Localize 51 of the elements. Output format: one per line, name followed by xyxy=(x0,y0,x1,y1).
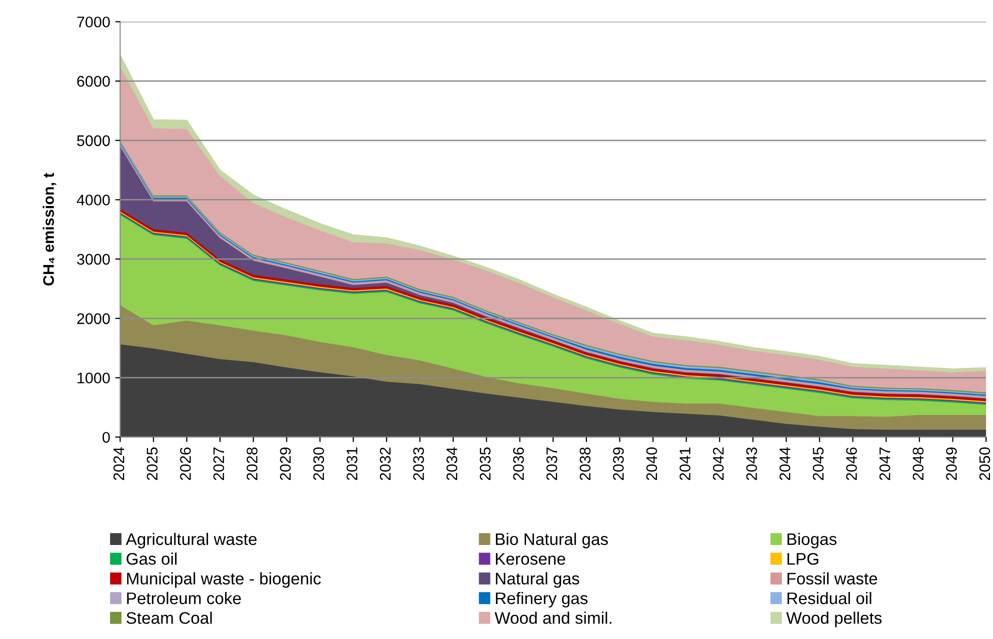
legend-label: Residual oil xyxy=(788,592,872,604)
legend-label: Biogas xyxy=(788,532,837,548)
x-tick-label: 2031 xyxy=(346,448,358,480)
y-axis-title: CH₄ emission, t xyxy=(42,172,56,286)
legend-label: LPG xyxy=(788,552,818,565)
legend-label: Wood pellets xyxy=(786,612,882,628)
y-tick-label: 2000 xyxy=(77,313,110,324)
x-tick-label: 2041 xyxy=(680,448,690,480)
legend-label: Kerosene xyxy=(496,553,566,565)
x-tick-label: 2040 xyxy=(646,447,658,480)
x-tick-label: 2036 xyxy=(513,447,524,480)
x-tick-label: 2039 xyxy=(612,448,624,480)
x-tick-label: 2026 xyxy=(180,447,191,480)
y-tick-label: 6000 xyxy=(77,76,110,87)
legend-label: Fossil waste xyxy=(788,572,878,584)
legend-label: Agricultural waste xyxy=(126,532,257,548)
x-tick-label: 2035 xyxy=(480,447,491,480)
legend-label: Bio Natural gas xyxy=(496,532,608,548)
x-tick-label: 2044 xyxy=(780,447,790,480)
y-tick-label: 1000 xyxy=(78,372,110,384)
x-tick-label: 2027 xyxy=(213,448,224,480)
x-tick-label: 2028 xyxy=(246,447,258,480)
x-tick-label: 2037 xyxy=(546,448,558,480)
x-tick-label: 2033 xyxy=(413,447,424,480)
legend-label: Petroleum coke xyxy=(127,592,241,604)
x-tick-label: 2029 xyxy=(280,448,291,480)
x-tick-label: 2048 xyxy=(912,447,924,480)
legend-label: Gas oil xyxy=(126,552,177,565)
y-tick-label: 7000 xyxy=(77,16,110,28)
legend-label: Refinery gas xyxy=(496,592,588,608)
x-tick-label: 2034 xyxy=(446,447,458,480)
x-tick-label: 2049 xyxy=(946,448,957,480)
legend-label: Steam Coal xyxy=(126,612,212,624)
x-tick-label: 2050 xyxy=(979,447,990,480)
x-tick-label: 2047 xyxy=(879,448,890,480)
x-tick-label: 2042 xyxy=(712,448,724,480)
legend-label: Wood and simil. xyxy=(494,612,612,624)
legend-label: Municipal waste - biogenic xyxy=(127,572,321,588)
y-tick-label: 3000 xyxy=(77,254,110,265)
y-tick-label: 4000 xyxy=(76,194,110,206)
x-tick-label: 2046 xyxy=(846,447,857,480)
x-tick-label: 2025 xyxy=(146,447,158,480)
x-tick-label: 2045 xyxy=(812,447,824,480)
x-tick-label: 2043 xyxy=(746,447,758,480)
x-tick-label: 2030 xyxy=(313,447,324,480)
y-tick-label: 5000 xyxy=(77,135,110,146)
x-tick-label: 2024 xyxy=(113,447,124,480)
x-tick-label: 2032 xyxy=(380,448,391,480)
legend-label: Natural gas xyxy=(496,572,580,588)
y-tick-label: 0 xyxy=(102,432,110,443)
x-tick-label: 2038 xyxy=(580,447,591,480)
